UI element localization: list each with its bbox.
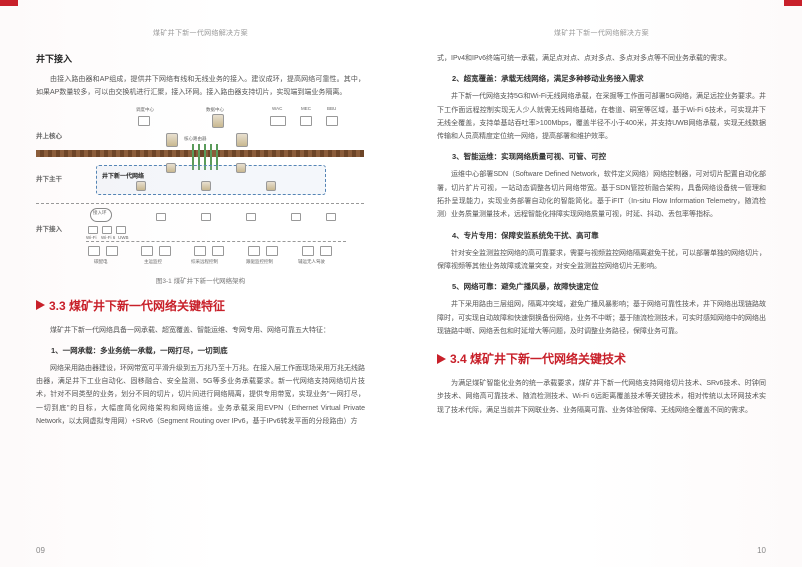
ap5 xyxy=(201,213,211,221)
icon-wac xyxy=(270,116,286,126)
sub-4: 4、专片专用：保障安监系统免干扰、高可靠 xyxy=(437,230,766,241)
icon-core-router-r xyxy=(236,133,248,147)
diagram-caption: 图3-1 煤矿井下新一代网络架构 xyxy=(36,275,365,285)
section-3-3-text: 3.3 煤矿井下新一代网络关键特征 xyxy=(49,297,225,314)
app-lbl-2: 综采远程控制 xyxy=(191,260,218,265)
bd5 xyxy=(194,246,206,256)
lbl-control-center: 调度中心 xyxy=(136,108,154,113)
section-3-4: 3.4 煤矿井下新一代网络关键技术 xyxy=(437,350,766,367)
bd1 xyxy=(88,246,100,256)
lbl-access-ring: 接入环 xyxy=(93,211,107,216)
heading-access: 井下接入 xyxy=(36,52,365,65)
earth-strip-1 xyxy=(36,150,364,157)
header-title-right: 煤矿井下新一代网络解决方案 xyxy=(437,28,766,38)
rn3 xyxy=(136,181,146,191)
zone-label-2: 井下主干 xyxy=(36,173,62,183)
para-right-4: 针对安全监测监控网络的高可靠要求，需要与视频监控网络隔离避免干扰，可以部署单独的… xyxy=(437,247,766,274)
para-left-2: 煤矿井下新一代网络具备一网承载、超宽覆盖、智能运维、专网专用、网络可靠五大特征： xyxy=(36,324,365,337)
network-diagram: 井上核心 井下主干 井下接入 调度中心 数据中心 WAC MEC BBU 核心路… xyxy=(36,108,364,273)
ap4 xyxy=(156,213,166,221)
page-num-left: 09 xyxy=(36,546,45,555)
bd10 xyxy=(320,246,332,256)
ap1 xyxy=(88,226,98,234)
app-lbl-4: 辅运无人驾驶 xyxy=(298,260,325,265)
section-arrow-icon-2 xyxy=(437,354,446,364)
app-lbl-1: 主运监控 xyxy=(144,260,162,265)
bd4 xyxy=(159,246,171,256)
para-left-1: 由接入路由器和AP组成，提供井下网络有线和无线业务的接入。建议成环，提高网络可靠… xyxy=(36,73,365,100)
icon-control xyxy=(138,116,150,126)
lbl-bbu: BBU xyxy=(327,107,336,112)
icon-mec xyxy=(300,116,312,126)
para-right-5: 井下采用路由三层组网，隔离冲突域，避免广播风暴影响；基于网络可靠性技术，井下网络… xyxy=(437,298,766,338)
para-right-1: 式，IPv4和IPv6终端可统一承载，满足点对点、点对多点、多点对多点等不同业务… xyxy=(437,52,766,65)
section-3-4-text: 3.4 煤矿井下新一代网络关键技术 xyxy=(450,350,626,367)
header-title-left: 煤矿井下新一代网络解决方案 xyxy=(36,28,365,38)
lbl-wac: WAC xyxy=(272,107,282,112)
corner-accent-tr xyxy=(784,0,802,6)
para-left-3: 网络采用路由器建设，环网带宽可平滑升级到五万兆乃至十万兆。在接入层工作面现场采用… xyxy=(36,362,365,428)
sub-2: 2、超宽覆盖：承载无线网络，满足多种移动业务接入需求 xyxy=(437,73,766,84)
bd7 xyxy=(248,246,260,256)
rn2 xyxy=(236,163,246,173)
corner-accent-tl xyxy=(0,0,18,6)
para-right-6: 为满足煤矿智能化业务的统一承载要求，煤矿井下新一代网络支持网络切片技术、SRv6… xyxy=(437,377,766,417)
app-lbl-3: 跟驱监控控制 xyxy=(246,260,273,265)
sub-5: 5、网络可靠：避免广播风暴，故障快速定位 xyxy=(437,281,766,292)
sub-3: 3、智能运维：实现网络质量可视、可管、可控 xyxy=(437,151,766,162)
rn1 xyxy=(166,163,176,173)
bd6 xyxy=(212,246,224,256)
divider-line xyxy=(36,203,364,204)
ap3 xyxy=(116,226,126,234)
lbl-data-center: 数据中心 xyxy=(206,108,224,113)
bottomline xyxy=(86,241,346,242)
ring-label: 井下新一代网络 xyxy=(102,174,144,181)
bd8 xyxy=(266,246,278,256)
ap7 xyxy=(291,213,301,221)
bd3 xyxy=(141,246,153,256)
ap2 xyxy=(102,226,112,234)
bd9 xyxy=(302,246,314,256)
icon-datacenter xyxy=(212,114,224,128)
lbl-core-router: 核心路由器 xyxy=(184,137,207,142)
rn4 xyxy=(201,181,211,191)
ap6 xyxy=(246,213,256,221)
app-lbl-0: 碳配电 xyxy=(94,260,108,265)
lbl-mec: MEC xyxy=(301,107,311,112)
ap8 xyxy=(326,213,336,221)
rn5 xyxy=(266,181,276,191)
page-num-right: 10 xyxy=(757,546,766,555)
para-right-2: 井下新一代网络支持5G和Wi-Fi无线网络承载，在采掘等工作面可部署5G网络，满… xyxy=(437,90,766,143)
para-right-3: 运维中心部署SDN（Software Defined Network，软件定义网… xyxy=(437,168,766,221)
bd2 xyxy=(106,246,118,256)
section-arrow-icon xyxy=(36,300,45,310)
zone-label-1: 井上核心 xyxy=(36,130,62,140)
section-3-3: 3.3 煤矿井下新一代网络关键特征 xyxy=(36,297,365,314)
icon-bbu xyxy=(326,116,338,126)
sub-1: 1、一网承载：多业务统一承载，一网打尽，一切到底 xyxy=(36,345,365,356)
icon-core-router-l xyxy=(166,133,178,147)
zone-label-3: 井下接入 xyxy=(36,223,62,233)
